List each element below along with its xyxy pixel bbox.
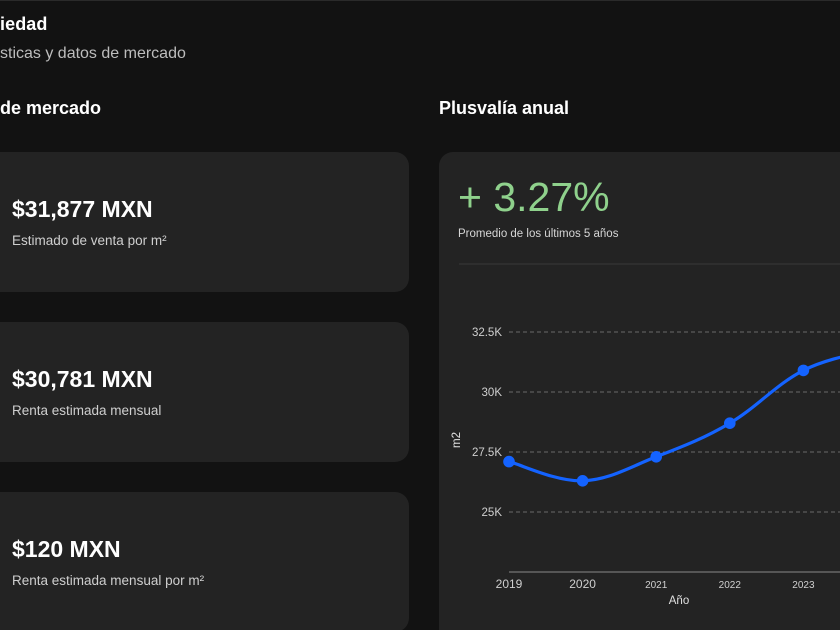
sale-estimate-label: Estimado de venta por m² (12, 233, 167, 248)
data-point (724, 417, 736, 430)
plusvalia-line-chart: 25K 27.5K 30K 32.5K 2019 2020 2021 2022 2023 Año m… (451, 263, 840, 607)
monthly-rent-label: Renta estimada mensual (12, 403, 162, 418)
sale-estimate-card: $31,877 MXN Estimado de venta por m² (0, 152, 409, 292)
y-tick-label: 30K (482, 387, 503, 399)
x-tick-label: 2020 (569, 577, 596, 591)
y-axis-label: m2 (451, 432, 463, 448)
rent-per-m2-label: Renta estimada mensual por m² (12, 573, 205, 588)
plusvalia-chart-card: + 3.27% Promedio de los últimos 5 años 2… (439, 152, 840, 630)
data-point (797, 364, 810, 377)
x-tick-label: 2021 (645, 580, 668, 591)
monthly-rent-card: $30,781 MXN Renta estimada mensual (0, 322, 409, 462)
data-point (576, 475, 589, 487)
top-divider (0, 0, 840, 1)
rent-per-m2-value: $120 MXN (12, 536, 121, 562)
monthly-rent-value: $30,781 MXN (12, 366, 153, 392)
series-line (507, 355, 840, 483)
growth-value: + 3.27% (458, 174, 610, 220)
x-tick-label: 2022 (719, 580, 742, 591)
market-section-title: de mercado (0, 98, 102, 118)
y-tick-label: 32.5K (472, 327, 502, 339)
y-tick-label: 25K (482, 507, 503, 519)
x-tick-label: 2019 (496, 577, 523, 591)
sale-estimate-value: $31,877 MXN (12, 196, 153, 222)
data-point (650, 451, 662, 463)
page-title: iedad (0, 14, 48, 34)
x-tick-label: 2023 (792, 580, 815, 591)
rent-per-m2-card: $120 MXN Renta estimada mensual por m² (0, 492, 409, 630)
page-subtitle: sticas y datos de mercado (0, 45, 186, 62)
plusvalia-section-title: Plusvalía anual (439, 98, 570, 118)
data-point (503, 455, 515, 468)
y-tick-label: 27.5K (472, 447, 502, 459)
growth-label: Promedio de los últimos 5 años (458, 228, 619, 240)
x-axis-label: Año (669, 595, 689, 607)
